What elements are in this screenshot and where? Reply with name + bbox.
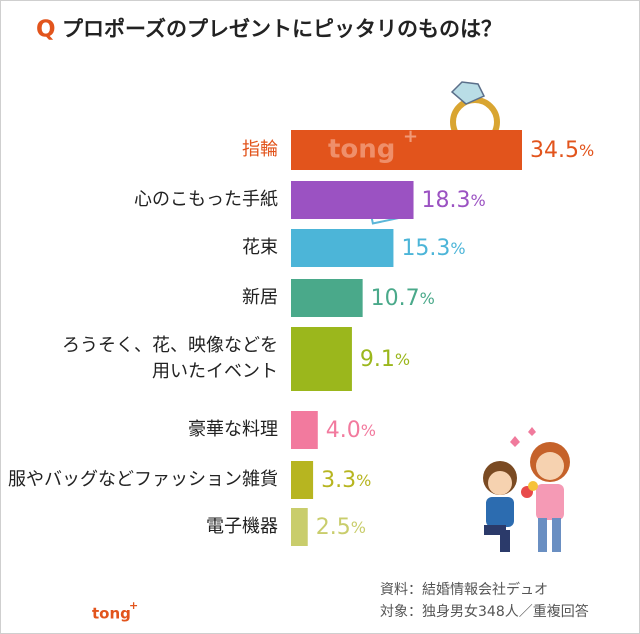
logo: tong	[92, 605, 131, 623]
bar	[291, 229, 394, 267]
bar	[291, 411, 318, 449]
value-label: 34.5%	[530, 138, 594, 163]
value-label: 3.3%	[321, 468, 371, 493]
title-prefix: Q	[36, 17, 56, 43]
value-label: 10.7%	[371, 286, 435, 311]
category-label: 服やバッグなどファッション雑貨	[8, 469, 278, 490]
bar	[291, 327, 352, 391]
source: 資料：結婚情報会社デュオ	[380, 581, 548, 598]
category-label: 花束	[242, 237, 278, 258]
bar	[291, 181, 414, 219]
value-label: 15.3%	[401, 236, 465, 261]
bar-watermark-plus: +	[403, 126, 418, 147]
bar	[291, 130, 522, 170]
category-label: 電子機器	[206, 516, 278, 537]
value-label: 18.3%	[422, 188, 486, 213]
chart-title: プロポーズのプレゼントにピッタリのものは？	[62, 17, 502, 41]
logo-plus: +	[129, 599, 138, 612]
category-label: ろうそく、花、映像などを用いたイベント	[62, 335, 278, 382]
category-label: 心のこもった手紙	[134, 189, 278, 210]
value-label: 2.5%	[316, 515, 366, 540]
value-label: 4.0%	[326, 418, 376, 443]
bar-watermark: tong	[328, 135, 395, 165]
value-label: 9.1%	[360, 347, 410, 372]
category-label: 新居	[242, 287, 278, 308]
couple-illustration	[483, 427, 570, 552]
category-label: 指輪	[242, 139, 278, 160]
bar	[291, 279, 363, 317]
bar	[291, 461, 314, 499]
bar	[291, 508, 308, 546]
subjects: 対象：独身男女348人／重複回答	[380, 603, 589, 620]
category-label: 豪華な料理	[188, 419, 278, 440]
